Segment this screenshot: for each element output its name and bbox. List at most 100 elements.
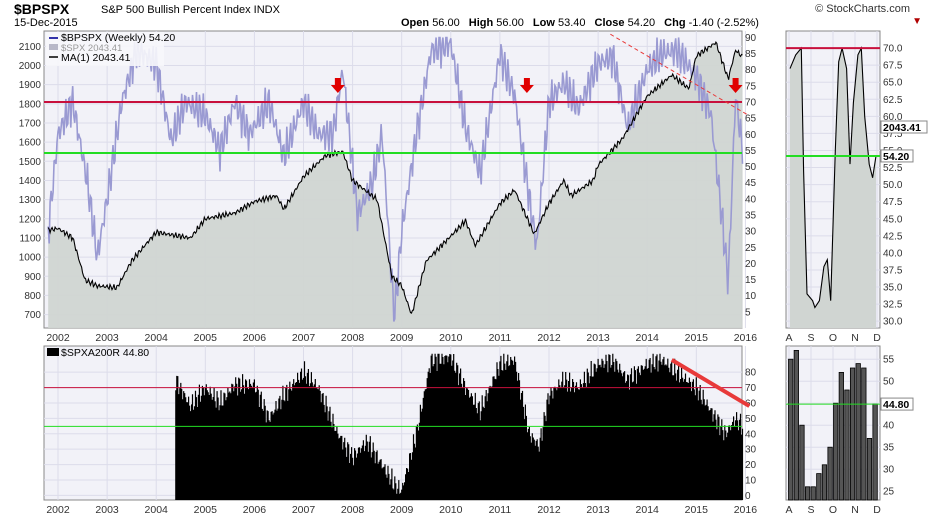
main-x-tick-label: 2014 (636, 332, 660, 344)
main-right-tick-label: 65 (745, 114, 757, 125)
main-right-tick-label: 10 (745, 291, 757, 302)
zoom-right-tick-label: 60.0 (883, 112, 903, 123)
lower-zoom-price-label: 44.80 (883, 399, 909, 411)
main-right-tick-label: 70 (745, 98, 757, 109)
main-left-tick-label: 1200 (19, 214, 42, 225)
zoom-right-tick-label: 70.0 (883, 44, 903, 55)
zoom-right-tick-label: 52.5 (883, 163, 903, 174)
lower-right-tick-label: 30 (745, 445, 757, 456)
legend-bpspx: $BPSPX (Weekly) 54.20 (61, 32, 175, 44)
zoom-x-tick-label: A (785, 332, 792, 344)
lower-x-tick-label: 2006 (243, 504, 267, 516)
change-down-icon: ▼ (912, 16, 922, 27)
main-right-tick-label: 50 (745, 162, 757, 173)
lower-zoom-bar (855, 363, 861, 501)
red-down-arrow-icon (728, 78, 743, 93)
bpspx-line (47, 36, 744, 322)
main-right-tick-label: 30 (745, 227, 757, 238)
main-left-tick-label: 1000 (19, 253, 42, 264)
lower-x-tick-label: 2003 (95, 504, 119, 516)
main-right-tick-label: 55 (745, 146, 757, 157)
lower-zoom-right-tick-label: 35 (883, 443, 895, 454)
lower-zoom-right-tick-label: 55 (883, 355, 895, 366)
lower-right-tick-label: 20 (745, 460, 757, 471)
spx-area (48, 42, 743, 328)
zoom-right-tick-label: 65.0 (883, 78, 903, 89)
close-label: Close (594, 17, 625, 29)
main-right-tick-label: 5 (745, 307, 751, 318)
main-right-tick-label: 75 (745, 81, 757, 92)
symbol-title: $BPSPX (14, 1, 70, 17)
main-x-tick-label: 2015 (685, 332, 709, 344)
main-x-tick-label: 2013 (586, 332, 610, 344)
lower-zoom-right-tick-label: 25 (883, 487, 895, 498)
zoom-right-tick-label: 45.0 (883, 214, 903, 225)
main-right-tick-label: 45 (745, 178, 757, 189)
main-right-tick-label: 85 (745, 49, 757, 60)
zoom-right-tick-label: 47.5 (883, 197, 903, 208)
lower-zoom-bar (799, 424, 805, 501)
main-left-tick-label: 2100 (19, 42, 42, 53)
lower-x-tick-label: 2010 (439, 504, 463, 516)
legend-swatch-spx (49, 44, 58, 50)
lower-zoom-bar (861, 367, 867, 501)
lower-right-tick-label: 0 (745, 491, 751, 502)
red-down-arrow-icon (519, 78, 534, 93)
lower-panel: 2002 2003 2004 2005 2006 2007 2008 2009 2010 2011… (43, 345, 758, 516)
lower-zoom-x-tick-label: A (785, 504, 792, 516)
zoom-right-tick-label: 50.0 (883, 180, 903, 191)
lower-right-tick-label: 50 (745, 414, 757, 425)
zoom-price-box-bpspx (880, 149, 914, 163)
lower-zoom-bar (816, 473, 822, 501)
main-left-tick-label: 1500 (19, 157, 42, 168)
lower-zoom-x-tick-label: S (807, 504, 814, 516)
high-label: High (468, 17, 494, 29)
lower-x-tick-label: 2014 (636, 504, 660, 516)
lower-zoom-bar (838, 371, 844, 501)
zoom-right-tick-label: 62.5 (883, 95, 903, 106)
lower-x-tick-label: 2013 (586, 504, 610, 516)
lower-zoom-bar (866, 437, 873, 501)
main-trend-line (610, 33, 749, 116)
lower-zoom-bar (788, 358, 794, 501)
lower-trend-line (670, 358, 751, 408)
main-left-tick-label: 700 (24, 310, 41, 321)
main-left-tick-label: 1300 (19, 195, 42, 206)
chg-value: -1.40 (-2.52%) (688, 17, 759, 29)
spxa200r-bars (175, 353, 744, 500)
lower-zoom-bar (821, 464, 828, 501)
legend-ma: MA(1) 2043.41 (61, 52, 131, 64)
main-x-tick-label: 2003 (95, 332, 119, 344)
lower-zoom-bar (833, 402, 839, 501)
main-x-tick-label: 2007 (292, 332, 316, 344)
zoom-area (790, 48, 876, 328)
main-left-tick-label: 1900 (19, 80, 42, 91)
lower-zoom-x-tick-label: N (851, 504, 859, 516)
lower-right-tick-label: 10 (745, 475, 757, 486)
lower-zoom-bar (827, 446, 833, 501)
zoom-x-tick-label: N (851, 332, 859, 344)
lower-zoom-x-tick-label: D (873, 504, 881, 516)
lower-x-tick-label: 2012 (537, 504, 561, 516)
main-x-tick-label: 2010 (439, 332, 463, 344)
main-right-tick-label: 20 (745, 259, 757, 270)
main-x-tick-label: 2016 (734, 332, 758, 344)
spx-line (47, 40, 743, 314)
zoom-right-tick-label: 42.5 (883, 231, 903, 242)
legend-spxa200r: $SPXA200R 44.80 (61, 347, 149, 359)
zoom-right-tick-label: 67.5 (883, 61, 903, 72)
zoom-right-tick-label: 32.5 (883, 300, 903, 311)
lower-x-tick-label: 2016 (734, 504, 758, 516)
main-right-tick-label: 25 (745, 243, 757, 254)
main-x-tick-label: 2008 (341, 332, 365, 344)
main-x-tick-label: 2005 (194, 332, 218, 344)
lower-x-tick-label: 2005 (194, 504, 218, 516)
main-left-tick-label: 1700 (19, 118, 42, 129)
main-zoom-panel: A S O N D30.0 32.5 35.0 37.5 40.0 42.5 45.0 47.5 50.… (785, 30, 928, 344)
legend-spx: $SPX 2043.41 (61, 43, 122, 54)
zoom-x-tick-label: O (829, 332, 837, 344)
lower-x-tick-label: 2004 (145, 504, 169, 516)
zoom-right-tick-label: 30.0 (883, 317, 903, 328)
